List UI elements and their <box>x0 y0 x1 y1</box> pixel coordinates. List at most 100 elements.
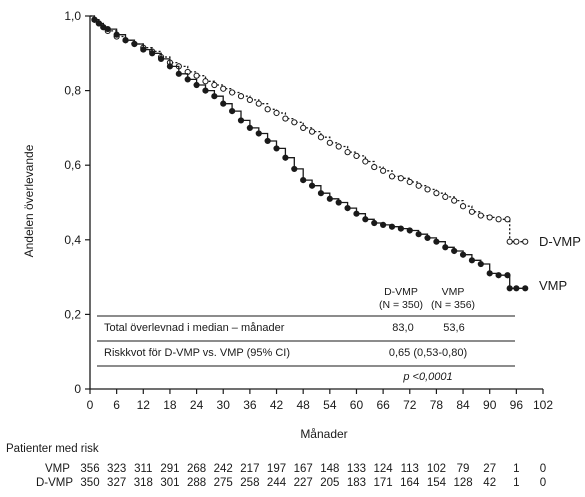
censor-marker-vmp <box>362 216 369 223</box>
x-tick-label: 48 <box>296 398 310 412</box>
at-risk-value: 183 <box>347 477 366 489</box>
at-risk-value: 113 <box>401 463 419 475</box>
censor-marker-d-vmp <box>433 190 440 197</box>
at-risk-value: 171 <box>374 477 393 489</box>
censor-marker-d-vmp <box>211 81 218 89</box>
y-tick-label: 0 <box>74 382 81 396</box>
censor-marker-d-vmp <box>459 203 467 210</box>
at-risk-value: 323 <box>107 463 126 475</box>
table-row-hr-value: 0,65 (0,53-0,80) <box>389 347 467 359</box>
table-row-median-label: Total överlevnad i median – månader <box>104 322 285 334</box>
table-row-median-vmp: 53,6 <box>443 322 464 334</box>
x-tick-label: 60 <box>350 398 364 412</box>
table-header-vmp: VMP <box>442 286 465 298</box>
x-tick-label: 72 <box>403 398 417 412</box>
censor-marker-d-vmp <box>495 216 502 223</box>
censor-marker-d-vmp <box>220 85 227 92</box>
censor-marker-d-vmp <box>388 173 396 180</box>
censor-marker-vmp <box>140 46 147 53</box>
censor-marker-d-vmp <box>506 238 513 245</box>
censor-marker-d-vmp <box>202 78 209 85</box>
censor-marker-d-vmp <box>229 89 236 96</box>
censor-marker-vmp <box>202 87 209 94</box>
at-risk-value: 291 <box>160 463 179 475</box>
censor-marker-vmp <box>397 225 404 232</box>
censor-marker-d-vmp <box>477 212 484 219</box>
x-tick-label: 42 <box>270 398 284 412</box>
at-risk-value: 197 <box>267 463 286 475</box>
censor-marker-vmp <box>255 130 262 137</box>
at-risk-value: 42 <box>483 477 496 489</box>
censor-marker-vmp <box>166 63 174 70</box>
x-tick-label: 102 <box>533 398 553 412</box>
censor-marker-vmp <box>300 177 307 184</box>
censor-marker-vmp <box>353 210 360 217</box>
censor-marker-d-vmp <box>282 115 289 122</box>
censor-marker-vmp <box>477 260 484 268</box>
censor-marker-d-vmp <box>468 208 476 215</box>
censor-marker-vmp <box>220 100 227 107</box>
stats-table: D-VMP (N = 350) VMP (N = 356) Total över… <box>97 286 515 383</box>
x-tick-label: 36 <box>243 398 257 412</box>
y-tick-label: 0,8 <box>64 84 81 98</box>
censor-marker-vmp <box>91 16 98 23</box>
at-risk-value: 128 <box>453 477 472 489</box>
censor-marker-d-vmp <box>255 100 262 107</box>
censor-marker-d-vmp <box>326 139 333 146</box>
censor-marker-vmp <box>157 55 165 62</box>
censor-marker-vmp <box>273 145 280 152</box>
at-risk-value: 124 <box>374 463 394 475</box>
censor-marker-d-vmp <box>486 214 493 221</box>
table-header-vmp-n: (N = 356) <box>431 299 475 311</box>
at-risk-label-vmp: VMP <box>45 463 70 475</box>
censor-marker-d-vmp <box>424 186 431 193</box>
at-risk-value: 275 <box>214 477 233 489</box>
censor-marker-d-vmp <box>522 238 529 245</box>
at-risk-value: 0 <box>540 477 546 489</box>
at-risk-value: 288 <box>187 477 206 489</box>
x-tick-label: 66 <box>376 398 390 412</box>
y-tick-label: 1,0 <box>64 9 81 23</box>
x-tick-label: 30 <box>217 398 231 412</box>
at-risk-value: 164 <box>400 477 420 489</box>
censor-marker-d-vmp <box>380 167 387 174</box>
series-line-vmp <box>90 15 526 289</box>
censor-marker-vmp <box>229 108 236 115</box>
censor-marker-d-vmp <box>397 175 404 182</box>
censor-marker-d-vmp <box>344 149 351 156</box>
x-tick-label: 24 <box>190 398 204 412</box>
x-tick-label: 6 <box>113 398 120 412</box>
censor-marker-vmp <box>406 227 413 234</box>
censor-marker-vmp <box>246 124 253 132</box>
censor-marker-vmp <box>113 31 120 38</box>
at-risk-value: 318 <box>134 477 153 489</box>
censor-marker-d-vmp <box>415 182 422 189</box>
x-tick-label: 0 <box>87 398 94 412</box>
y-tick-label: 0,4 <box>64 233 81 247</box>
at-risk-value: 102 <box>427 463 446 475</box>
series-label-d-vmp: D-VMP <box>539 234 581 249</box>
at-risk-value: 133 <box>347 463 366 475</box>
at-risk-value: 148 <box>320 463 339 475</box>
censor-marker-vmp <box>95 20 102 27</box>
at-risk-value: 1 <box>513 463 519 475</box>
censor-marker-vmp <box>388 223 396 230</box>
censor-marker-vmp <box>344 204 351 212</box>
x-tick-label: 84 <box>456 398 470 412</box>
at-risk-value: 311 <box>134 463 152 475</box>
at-risk-label-d-vmp: D-VMP <box>36 477 73 489</box>
x-tick-label: 78 <box>430 398 444 412</box>
series-line-d-vmp <box>90 15 526 243</box>
censor-marker-vmp <box>104 25 111 33</box>
at-risk-value: 217 <box>240 463 259 475</box>
at-risk-title: Patienter med risk <box>6 443 99 455</box>
censor-marker-vmp <box>282 154 289 161</box>
table-row-hr-label: Riskkvot för D-VMP vs. VMP (95% CI) <box>104 347 290 359</box>
censor-marker-vmp <box>424 234 431 242</box>
censor-marker-vmp <box>193 81 200 89</box>
censor-marker-vmp <box>506 285 513 292</box>
censor-marker-vmp <box>131 40 138 48</box>
at-risk-value: 79 <box>457 463 470 475</box>
censor-marker-d-vmp <box>362 158 369 165</box>
